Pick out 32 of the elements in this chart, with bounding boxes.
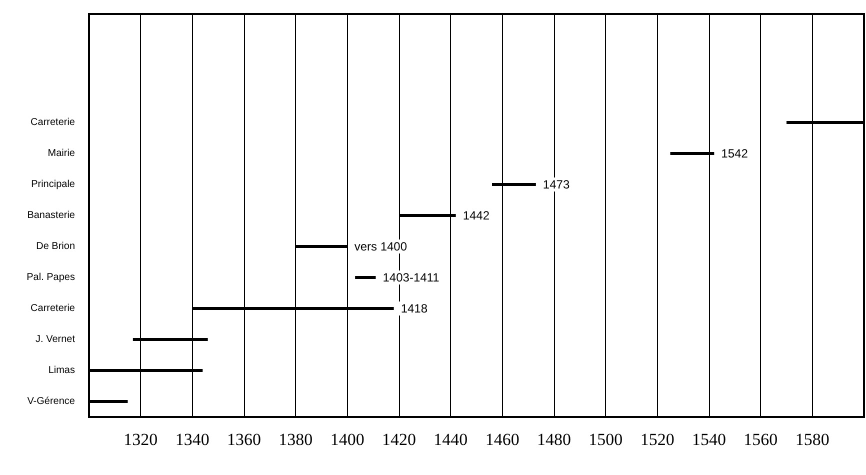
x-tick-label: 1400 <box>330 430 364 449</box>
y-tick-label: J. Vernet <box>36 334 76 345</box>
data-label: 1542 <box>721 146 748 160</box>
x-tick-label: 1420 <box>382 430 416 449</box>
x-tick-label: 1380 <box>278 430 313 449</box>
y-tick-label: Limas <box>48 365 75 376</box>
y-tick-label: Mairie <box>48 148 76 159</box>
data-label: 1403-1411 <box>382 270 440 284</box>
x-tick-label: 1340 <box>175 430 210 449</box>
x-tick-label: 1360 <box>227 430 261 449</box>
y-tick-label: Carreterie <box>30 117 76 128</box>
x-tick-label: 1500 <box>588 430 623 449</box>
x-tick-label: 1520 <box>640 430 674 449</box>
y-tick-label: Carreterie <box>30 303 76 314</box>
x-tick-label: 1580 <box>795 430 830 449</box>
data-label: vers 1400 <box>354 240 408 254</box>
data-label: 1418 <box>400 302 428 316</box>
y-tick-label: V-Gérence <box>27 396 76 407</box>
y-tick-label: Banasterie <box>27 210 76 221</box>
bar <box>355 276 376 279</box>
x-tick-label: 1460 <box>485 430 520 449</box>
y-tick-label: Principale <box>31 179 76 190</box>
x-tick-label: 1540 <box>692 430 726 449</box>
y-tick-label: Pal. Papes <box>26 272 75 283</box>
data-label: 1473 <box>542 178 570 192</box>
data-label: 1442 <box>462 208 490 222</box>
y-tick-label: De Brion <box>36 241 75 252</box>
x-tick-label: 1440 <box>434 430 468 449</box>
x-tick-label: 1320 <box>124 430 158 449</box>
x-tick-label: 1560 <box>744 430 778 449</box>
bar <box>89 400 128 403</box>
x-tick-label: 1480 <box>537 430 571 449</box>
